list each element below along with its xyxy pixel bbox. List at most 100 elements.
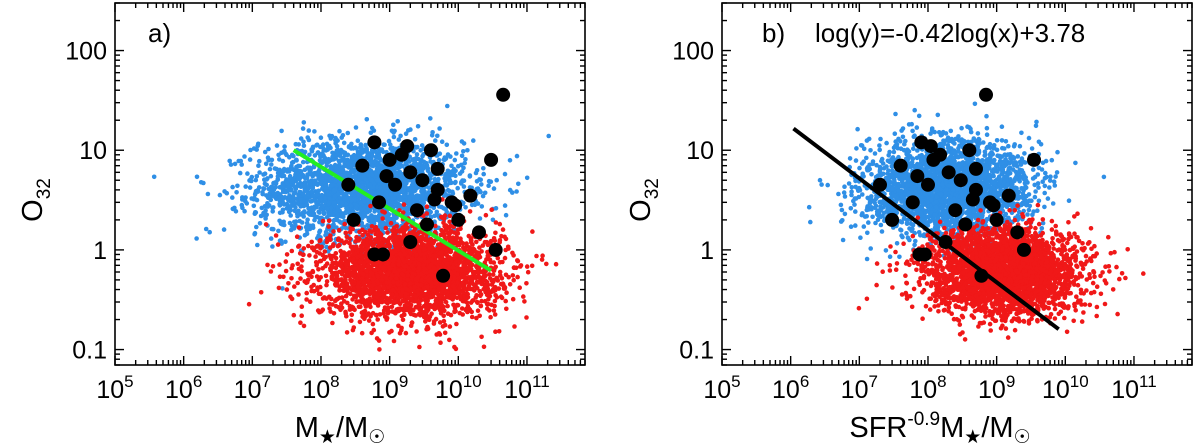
scatter-point	[403, 330, 409, 336]
scatter-point	[444, 183, 450, 188]
scatter-point	[401, 202, 407, 207]
scatter-point	[357, 237, 363, 242]
scatter-point	[459, 153, 465, 159]
scatter-point	[289, 296, 295, 302]
scatter-point	[298, 182, 304, 187]
scatter-point	[334, 143, 340, 149]
scatter-point	[328, 205, 334, 211]
scatter-point	[242, 208, 247, 214]
scatter-point	[357, 319, 363, 325]
scatter-point	[296, 211, 302, 217]
scatter-point	[268, 236, 274, 241]
scatter-point	[257, 158, 262, 164]
scatter-point	[511, 277, 516, 283]
scatter-point	[424, 165, 430, 170]
scatter-point	[492, 298, 498, 304]
scatter-point	[284, 180, 290, 186]
scatter-point	[258, 290, 264, 295]
scatter-point	[465, 148, 470, 153]
scatter-point	[302, 149, 308, 155]
scatter-point	[493, 230, 498, 236]
scatter-point	[455, 185, 461, 191]
scatter-point	[355, 149, 361, 154]
scatter-point	[333, 179, 338, 184]
scatter-point	[366, 153, 372, 158]
scatter-point	[318, 135, 324, 140]
scatter-point	[497, 221, 503, 227]
scatter-point	[323, 229, 329, 235]
scatter-point	[455, 227, 461, 232]
scatter-point	[455, 163, 461, 169]
scatter-point	[459, 180, 464, 185]
scatter-point	[300, 126, 306, 131]
scatter-point	[401, 312, 407, 317]
scatter-point	[385, 230, 390, 235]
scatter-point	[502, 171, 508, 177]
scatter-point	[361, 195, 366, 201]
scatter-point	[257, 170, 262, 175]
scatter-point	[313, 260, 319, 265]
scatter-point	[409, 320, 415, 326]
scatter-point	[333, 261, 338, 266]
scatter-point	[286, 188, 291, 193]
scatter-point	[524, 281, 529, 286]
scatter-point	[331, 200, 337, 205]
scatter-point	[262, 213, 268, 219]
scatter-point	[342, 221, 348, 227]
scatter-point	[304, 231, 310, 237]
scatter-point	[353, 125, 359, 130]
scatter-point	[391, 338, 397, 344]
scatter-point	[305, 227, 310, 233]
scatter-point	[380, 216, 385, 221]
scatter-point	[356, 192, 362, 198]
scatter-point	[441, 157, 447, 162]
scatter-point	[368, 130, 374, 135]
scatter-point	[369, 125, 375, 131]
scatter-point	[295, 280, 301, 286]
scatter-point	[280, 195, 285, 201]
scatter-point	[454, 151, 459, 156]
scatter-point	[449, 180, 454, 186]
scatter-point	[331, 311, 337, 316]
scatter-point	[361, 172, 366, 178]
scatter-point	[374, 178, 380, 183]
scatter-point	[203, 226, 209, 232]
scatter-point	[290, 263, 295, 268]
scatter-point	[486, 178, 492, 184]
scatter-point	[298, 197, 304, 202]
scatter-point	[370, 163, 376, 169]
scatter-point	[292, 284, 297, 289]
scatter-point	[276, 228, 281, 234]
scatter-point	[296, 176, 302, 181]
scatter-point	[314, 192, 320, 198]
scatter-point	[342, 163, 347, 169]
scatter-point	[351, 325, 357, 330]
scatter-point	[450, 189, 455, 195]
scatter-point	[316, 277, 322, 283]
scatter-point	[326, 143, 332, 149]
scatter-point	[388, 220, 394, 226]
scatter-point	[321, 146, 326, 151]
scatter-point	[512, 324, 517, 329]
scatter-point	[273, 233, 279, 238]
scatter-point	[301, 191, 306, 197]
scatter-point	[369, 189, 375, 195]
scatter-point	[481, 344, 487, 350]
scatter-point	[403, 291, 408, 297]
scatter-point	[277, 203, 283, 208]
scatter-point	[269, 157, 275, 163]
scatter-point	[442, 322, 448, 328]
scatter-point	[361, 211, 366, 217]
scatter-point	[481, 171, 487, 177]
scatter-point	[522, 299, 527, 304]
scatter-point	[414, 152, 420, 157]
scatter-point	[331, 242, 336, 247]
scatter-point	[331, 187, 337, 193]
scatter-point	[331, 229, 336, 234]
scatter-point	[368, 203, 373, 209]
scatter-point	[431, 321, 437, 326]
scatter-point	[524, 315, 529, 320]
scatter-point	[448, 154, 453, 159]
scatter-point	[360, 314, 365, 320]
scatter-point	[439, 139, 445, 144]
